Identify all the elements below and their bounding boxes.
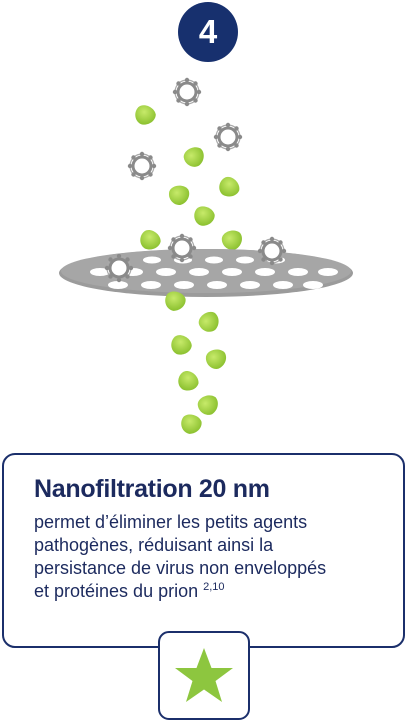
card-line-4: et protéines du prion	[34, 581, 199, 601]
card-line-1: permet d’éliminer les petits agents	[34, 512, 308, 532]
card-description: permet d’éliminer les petits agents path…	[34, 511, 394, 603]
star-icon	[175, 647, 233, 702]
card-line-3: persistance de virus non enveloppés	[34, 558, 327, 578]
star-shape	[175, 647, 233, 702]
card-title: Nanofiltration 20 nm	[34, 475, 270, 503]
protein-particles-bottom	[163, 290, 229, 436]
virus-particles-top	[126, 76, 244, 182]
step-number: 4	[198, 13, 218, 50]
step-number-badge: 4	[178, 2, 238, 62]
reference-superscript: 2,10	[203, 581, 225, 593]
card-line-2: pathogènes, réduisant ainsi la	[34, 535, 274, 555]
star-rating-box	[158, 631, 250, 720]
info-card: Nanofiltration 20 nm permet d’éliminer l…	[2, 453, 405, 648]
nanofilter-membrane	[59, 249, 353, 297]
nanofiltration-illustration	[59, 76, 353, 436]
